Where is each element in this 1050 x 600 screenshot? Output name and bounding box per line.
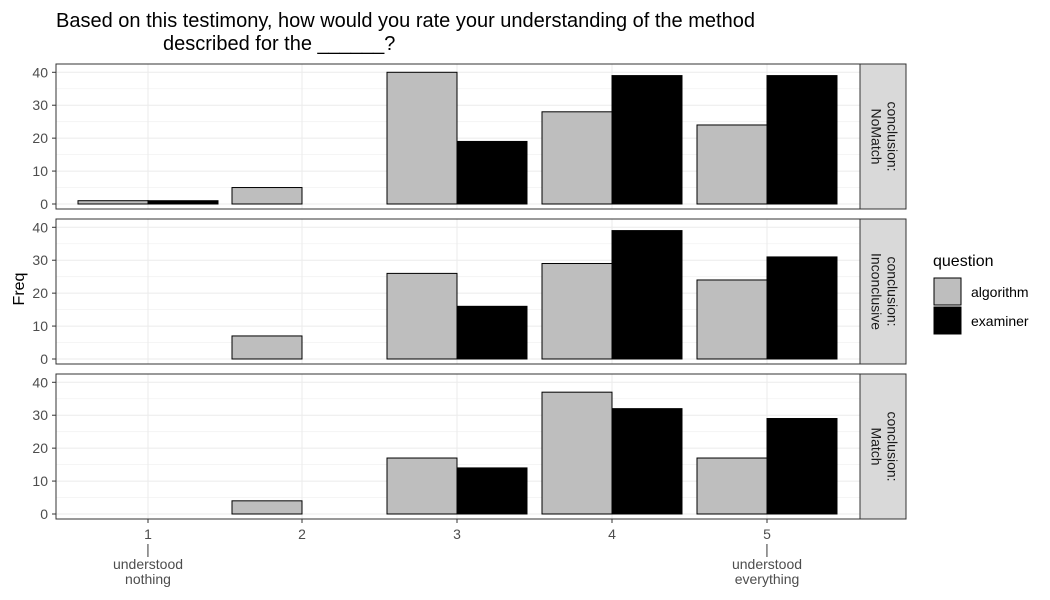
legend-items: algorithm examiner (933, 277, 1029, 335)
bar-examiner (456, 305, 528, 360)
legend: question algorithm examiner (933, 253, 1029, 335)
bar-algorithm (386, 71, 458, 205)
facet-strip-label: NoMatch (868, 108, 884, 164)
y-tick-label: 0 (40, 506, 48, 522)
y-tick-label: 0 (40, 351, 48, 367)
bar-algorithm (231, 500, 303, 515)
bar-examiner (456, 467, 528, 515)
facet-strip-label: Match (868, 427, 884, 465)
y-tick-label: 10 (32, 318, 48, 334)
facet-strip (859, 373, 907, 520)
x-tick-sublabel: understood (113, 556, 183, 572)
facet-panels: 010203040conclusion:NoMatch010203040conc… (32, 63, 907, 522)
bar-algorithm (696, 124, 768, 205)
y-tick-label: 30 (32, 97, 48, 113)
bar-algorithm (541, 111, 613, 205)
bar-algorithm (386, 457, 458, 515)
chart-title-line-1: Based on this testimony, how would you r… (56, 10, 755, 32)
x-tick-sublabel: nothing (125, 571, 171, 587)
x-tick-label: 5 (763, 526, 771, 542)
y-tick-label: 40 (32, 374, 48, 390)
facet-panel: 0 10 20 30 40 conclusion:Match (32, 373, 907, 522)
y-tick-label: 0 (40, 196, 48, 212)
y-tick-label: 10 (32, 163, 48, 179)
bar-algorithm (541, 263, 613, 360)
y-axis-title: Freq (11, 273, 28, 306)
bar-examiner (147, 200, 219, 205)
legend-swatch-examiner (933, 306, 962, 335)
bar-algorithm (77, 200, 149, 205)
chart-title: Based on this testimony, how would you r… (56, 10, 755, 55)
y-tick-label: 30 (32, 407, 48, 423)
x-tick-label: 1 (144, 526, 152, 542)
facet-strip-label: conclusion: (884, 256, 900, 326)
chart-title-line-2: described for the ______? (163, 33, 395, 55)
y-tick-label: 20 (32, 440, 48, 456)
bar-examiner (766, 418, 838, 515)
bar-algorithm (231, 187, 303, 205)
facet-panel: 0 10 20 30 40 conclusion:NoMatch (32, 63, 907, 212)
bar-examiner (766, 75, 838, 205)
facet-strip (859, 63, 907, 210)
x-tick-label: 3 (453, 526, 461, 542)
y-tick-label: 20 (32, 130, 48, 146)
y-tick-label: 40 (32, 64, 48, 80)
x-tick-label: 4 (608, 526, 616, 542)
facet-panel: 0 10 20 30 40 conclusion:Inconclusive (32, 218, 907, 367)
bar-algorithm (541, 391, 613, 515)
bar-algorithm (696, 279, 768, 360)
y-tick-label: 20 (32, 285, 48, 301)
y-tick-label: 30 (32, 252, 48, 268)
facet-strip-label: Inconclusive (868, 253, 884, 330)
bar-examiner (456, 140, 528, 205)
legend-label-algorithm: algorithm (971, 284, 1029, 300)
y-tick-label: 10 (32, 473, 48, 489)
bar-examiner (766, 256, 838, 360)
facet-strip-label: conclusion: (884, 411, 900, 481)
facet-strip-label: conclusion: (884, 101, 900, 171)
bar-algorithm (386, 272, 458, 360)
legend-title: question (933, 253, 994, 270)
bar-examiner (611, 408, 683, 515)
bar-algorithm (231, 335, 303, 360)
x-tick-label: 2 (298, 526, 306, 542)
x-tick-sublabel: | (146, 541, 150, 557)
bar-examiner (611, 75, 683, 205)
x-tick-sublabel: | (765, 541, 769, 557)
x-tick-sublabel: understood (732, 556, 802, 572)
legend-label-examiner: examiner (971, 313, 1029, 329)
y-tick-label: 40 (32, 219, 48, 235)
facet-strip (859, 218, 907, 365)
x-tick-sublabel: everything (735, 571, 800, 587)
legend-swatch-algorithm (933, 277, 962, 306)
bar-examiner (611, 230, 683, 360)
bar-algorithm (696, 457, 768, 515)
